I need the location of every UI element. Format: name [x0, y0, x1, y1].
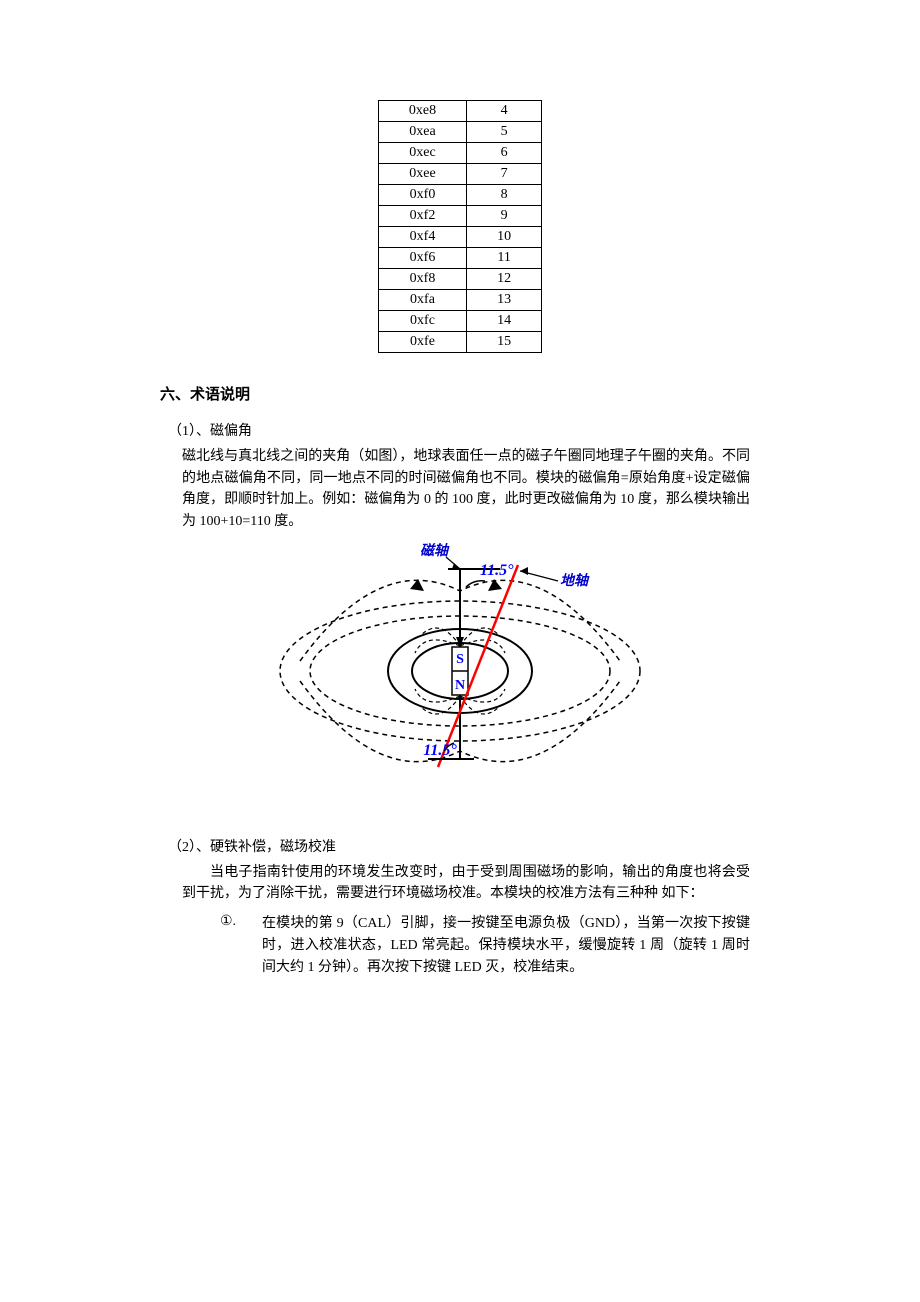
table-row: 0xf611: [378, 248, 541, 269]
cell-addr: 0xec: [378, 143, 466, 164]
cell-addr: 0xfe: [378, 332, 466, 353]
table-row: 0xea5: [378, 122, 541, 143]
cell-addr: 0xf4: [378, 227, 466, 248]
cell-addr: 0xf6: [378, 248, 466, 269]
table-row: 0xec6: [378, 143, 541, 164]
pole-n-text: N: [455, 678, 465, 693]
cell-val: 4: [467, 101, 542, 122]
table-row: 0xf08: [378, 185, 541, 206]
step1-marker: ①.: [220, 913, 262, 978]
cell-val: 5: [467, 122, 542, 143]
cell-val: 9: [467, 206, 542, 227]
angle-top-text: 11.5°: [480, 562, 514, 579]
item1-label: （1）、磁偏角: [168, 420, 760, 440]
page: 0xe84 0xea5 0xec6 0xee7 0xf08 0xf29 0xf4…: [0, 0, 920, 1058]
cell-addr: 0xf2: [378, 206, 466, 227]
section-six-heading: 六、术语说明: [160, 383, 760, 404]
label-magnetic-axis: 磁轴: [420, 542, 450, 559]
figure-svg: S N 11.5° 11.5° 磁轴 地轴: [270, 541, 650, 801]
table-row: 0xf29: [378, 206, 541, 227]
label-geo-axis: 地轴: [560, 572, 590, 589]
step1-body: 在模块的第 9（CAL）引脚，接一按键至电源负极（GND），当第一次按下按键时，…: [262, 913, 750, 978]
item2-label: （2）、硬铁补偿，磁场校准: [168, 836, 760, 856]
address-table: 0xe84 0xea5 0xec6 0xee7 0xf08 0xf29 0xf4…: [378, 100, 542, 353]
table-row: 0xf410: [378, 227, 541, 248]
cell-val: 8: [467, 185, 542, 206]
cell-addr: 0xf8: [378, 269, 466, 290]
table-row: 0xfa13: [378, 290, 541, 311]
table-row: 0xfc14: [378, 311, 541, 332]
item2-body: 当电子指南针使用的环境发生改变时，由于受到周围磁场的影响，输出的角度也将会受到干…: [182, 862, 750, 905]
cell-val: 13: [467, 290, 542, 311]
cell-addr: 0xee: [378, 164, 466, 185]
item1-body: 磁北线与真北线之间的夹角（如图），地球表面任一点的磁子午圈同地理子午圈的夹角。不…: [182, 446, 750, 533]
table-row: 0xe84: [378, 101, 541, 122]
cell-addr: 0xf0: [378, 185, 466, 206]
cell-val: 12: [467, 269, 542, 290]
step1: ①. 在模块的第 9（CAL）引脚，接一按键至电源负极（GND），当第一次按下按…: [220, 913, 750, 978]
cell-val: 11: [467, 248, 542, 269]
cell-addr: 0xfa: [378, 290, 466, 311]
magnetic-declination-figure: S N 11.5° 11.5° 磁轴 地轴: [160, 541, 760, 806]
cell-val: 10: [467, 227, 542, 248]
cell-val: 14: [467, 311, 542, 332]
cell-addr: 0xe8: [378, 101, 466, 122]
table-row: 0xf812: [378, 269, 541, 290]
cell-val: 6: [467, 143, 542, 164]
angle-bottom-text: 11.5°: [423, 742, 457, 759]
pole-s-text: S: [456, 652, 464, 667]
cell-val: 7: [467, 164, 542, 185]
cell-addr: 0xea: [378, 122, 466, 143]
cell-addr: 0xfc: [378, 311, 466, 332]
cell-val: 15: [467, 332, 542, 353]
table-row: 0xfe15: [378, 332, 541, 353]
table-row: 0xee7: [378, 164, 541, 185]
